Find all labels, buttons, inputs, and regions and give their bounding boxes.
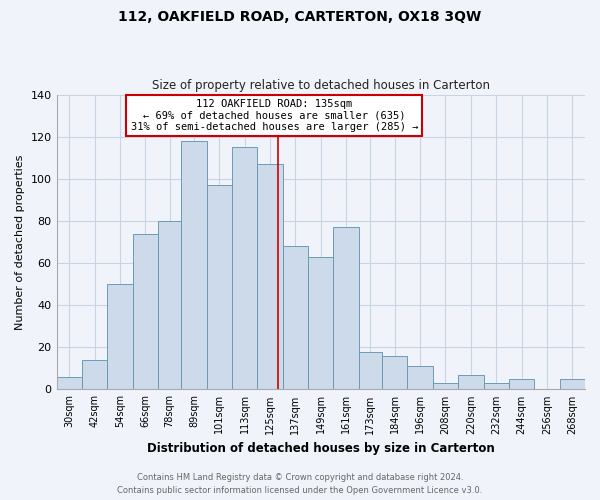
Bar: [133, 234, 158, 390]
Bar: [433, 383, 458, 390]
Y-axis label: Number of detached properties: Number of detached properties: [15, 154, 25, 330]
Bar: [232, 147, 257, 390]
Bar: [458, 374, 484, 390]
Bar: [308, 256, 334, 390]
Bar: [283, 246, 308, 390]
Bar: [82, 360, 107, 390]
X-axis label: Distribution of detached houses by size in Carterton: Distribution of detached houses by size …: [147, 442, 494, 455]
Bar: [509, 379, 534, 390]
Bar: [107, 284, 133, 390]
Bar: [407, 366, 433, 390]
Bar: [257, 164, 283, 390]
Bar: [560, 379, 585, 390]
Bar: [484, 383, 509, 390]
Text: 112, OAKFIELD ROAD, CARTERTON, OX18 3QW: 112, OAKFIELD ROAD, CARTERTON, OX18 3QW: [118, 10, 482, 24]
Bar: [382, 356, 407, 390]
Bar: [206, 185, 232, 390]
Bar: [359, 352, 382, 390]
Title: Size of property relative to detached houses in Carterton: Size of property relative to detached ho…: [152, 79, 490, 92]
Text: Contains HM Land Registry data © Crown copyright and database right 2024.
Contai: Contains HM Land Registry data © Crown c…: [118, 474, 482, 495]
Bar: [334, 227, 359, 390]
Text: 112 OAKFIELD ROAD: 135sqm
← 69% of detached houses are smaller (635)
31% of semi: 112 OAKFIELD ROAD: 135sqm ← 69% of detac…: [131, 99, 418, 132]
Bar: [158, 221, 181, 390]
Bar: [181, 141, 206, 390]
Bar: [56, 377, 82, 390]
